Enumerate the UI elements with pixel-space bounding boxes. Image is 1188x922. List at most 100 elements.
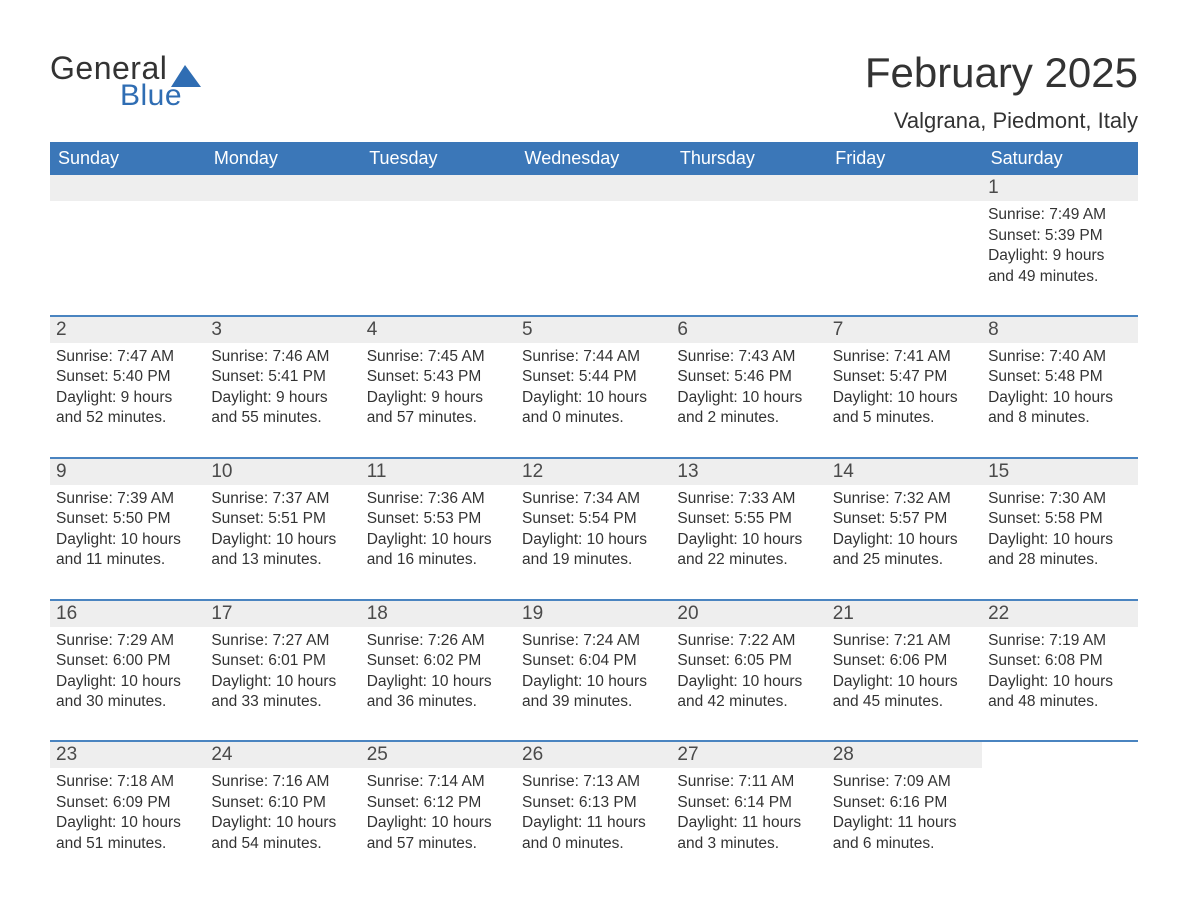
day-number: 11: [361, 459, 516, 485]
logo-triangle-icon: [171, 65, 201, 87]
daylight-line2: and 22 minutes.: [677, 550, 820, 570]
daylight-line1: Daylight: 10 hours: [56, 813, 199, 833]
calendar-day-cell: [982, 741, 1137, 882]
sunset-text: Sunset: 5:54 PM: [522, 509, 665, 529]
day-details: Sunrise: 7:44 AMSunset: 5:44 PMDaylight:…: [522, 347, 665, 429]
daylight-line1: Daylight: 10 hours: [56, 672, 199, 692]
day-details: Sunrise: 7:39 AMSunset: 5:50 PMDaylight:…: [56, 489, 199, 571]
daylight-line2: and 0 minutes.: [522, 408, 665, 428]
daylight-line2: and 28 minutes.: [988, 550, 1131, 570]
sunrise-text: Sunrise: 7:18 AM: [56, 772, 199, 792]
day-details: Sunrise: 7:22 AMSunset: 6:05 PMDaylight:…: [677, 631, 820, 713]
daylight-line1: Daylight: 10 hours: [211, 672, 354, 692]
daylight-line2: and 30 minutes.: [56, 692, 199, 712]
day-number: 23: [50, 742, 205, 768]
sunset-text: Sunset: 6:02 PM: [367, 651, 510, 671]
sunset-text: Sunset: 5:43 PM: [367, 367, 510, 387]
calendar-day-cell: 17Sunrise: 7:27 AMSunset: 6:01 PMDayligh…: [205, 600, 360, 742]
sunset-text: Sunset: 5:41 PM: [211, 367, 354, 387]
sunrise-text: Sunrise: 7:21 AM: [833, 631, 976, 651]
day-number: 12: [516, 459, 671, 485]
sunrise-text: Sunrise: 7:33 AM: [677, 489, 820, 509]
sunrise-text: Sunrise: 7:45 AM: [367, 347, 510, 367]
sunset-text: Sunset: 5:47 PM: [833, 367, 976, 387]
sunrise-text: Sunrise: 7:37 AM: [211, 489, 354, 509]
sunrise-text: Sunrise: 7:13 AM: [522, 772, 665, 792]
daylight-line2: and 36 minutes.: [367, 692, 510, 712]
daylight-line1: Daylight: 10 hours: [367, 530, 510, 550]
daylight-line2: and 55 minutes.: [211, 408, 354, 428]
daylight-line1: Daylight: 9 hours: [56, 388, 199, 408]
calendar-day-cell: 13Sunrise: 7:33 AMSunset: 5:55 PMDayligh…: [671, 458, 826, 600]
calendar-week-row: 2Sunrise: 7:47 AMSunset: 5:40 PMDaylight…: [50, 316, 1138, 458]
sunrise-text: Sunrise: 7:46 AM: [211, 347, 354, 367]
calendar-day-cell: 2Sunrise: 7:47 AMSunset: 5:40 PMDaylight…: [50, 316, 205, 458]
day-number: 28: [827, 742, 982, 768]
calendar-day-cell: 25Sunrise: 7:14 AMSunset: 6:12 PMDayligh…: [361, 741, 516, 882]
sunrise-text: Sunrise: 7:43 AM: [677, 347, 820, 367]
daylight-line1: Daylight: 10 hours: [677, 530, 820, 550]
weekday-header: Tuesday: [361, 142, 516, 175]
calendar-day-cell: 14Sunrise: 7:32 AMSunset: 5:57 PMDayligh…: [827, 458, 982, 600]
sunset-text: Sunset: 6:10 PM: [211, 793, 354, 813]
sunset-text: Sunset: 5:46 PM: [677, 367, 820, 387]
daylight-line1: Daylight: 9 hours: [211, 388, 354, 408]
daylight-line1: Daylight: 10 hours: [988, 672, 1131, 692]
day-details: Sunrise: 7:16 AMSunset: 6:10 PMDaylight:…: [211, 772, 354, 854]
day-details: Sunrise: 7:46 AMSunset: 5:41 PMDaylight:…: [211, 347, 354, 429]
empty-daynum-bar: [671, 175, 826, 201]
day-number: 25: [361, 742, 516, 768]
daylight-line2: and 39 minutes.: [522, 692, 665, 712]
daylight-line1: Daylight: 10 hours: [833, 388, 976, 408]
daylight-line1: Daylight: 11 hours: [522, 813, 665, 833]
calendar-day-cell: [516, 175, 671, 316]
month-title: February 2025: [865, 50, 1138, 96]
weekday-header: Monday: [205, 142, 360, 175]
calendar-day-cell: 26Sunrise: 7:13 AMSunset: 6:13 PMDayligh…: [516, 741, 671, 882]
calendar-week-row: 9 Sunrise: 7:39 AMSunset: 5:50 PMDaylight…: [50, 458, 1138, 600]
sunset-text: Sunset: 6:14 PM: [677, 793, 820, 813]
day-number: 24: [205, 742, 360, 768]
sunrise-text: Sunrise: 7:30 AM: [988, 489, 1131, 509]
daylight-line1: Daylight: 10 hours: [988, 388, 1131, 408]
sunset-text: Sunset: 5:44 PM: [522, 367, 665, 387]
daylight-line2: and 2 minutes.: [677, 408, 820, 428]
empty-daynum-bar: [361, 175, 516, 201]
sunrise-text: Sunrise: 7:34 AM: [522, 489, 665, 509]
daylight-line2: and 19 minutes.: [522, 550, 665, 570]
calendar-day-cell: 28 Sunrise: 7:09 AMSunset: 6:16 PMDayligh…: [827, 741, 982, 882]
day-details: Sunrise: 7:09 AMSunset: 6:16 PMDaylight:…: [833, 772, 976, 854]
daylight-line1: Daylight: 11 hours: [833, 813, 976, 833]
day-details: Sunrise: 7:21 AMSunset: 6:06 PMDaylight:…: [833, 631, 976, 713]
calendar-day-cell: 4Sunrise: 7:45 AMSunset: 5:43 PMDaylight…: [361, 316, 516, 458]
calendar-day-cell: 6Sunrise: 7:43 AMSunset: 5:46 PMDaylight…: [671, 316, 826, 458]
sunset-text: Sunset: 5:40 PM: [56, 367, 199, 387]
sunset-text: Sunset: 6:13 PM: [522, 793, 665, 813]
calendar-table: SundayMondayTuesdayWednesdayThursdayFrid…: [50, 142, 1138, 882]
weekday-header: Friday: [827, 142, 982, 175]
day-details: Sunrise: 7:26 AMSunset: 6:02 PMDaylight:…: [367, 631, 510, 713]
day-number: 16: [50, 601, 205, 627]
calendar-day-cell: 20 Sunrise: 7:22 AMSunset: 6:05 PMDayligh…: [671, 600, 826, 742]
daylight-line1: Daylight: 10 hours: [833, 530, 976, 550]
sunset-text: Sunset: 5:48 PM: [988, 367, 1131, 387]
sunrise-text: Sunrise: 7:16 AM: [211, 772, 354, 792]
day-number: 8: [982, 317, 1137, 343]
daylight-line2: and 49 minutes.: [988, 267, 1131, 287]
calendar-day-cell: 22Sunrise: 7:19 AMSunset: 6:08 PMDayligh…: [982, 600, 1137, 742]
day-details: Sunrise: 7:30 AMSunset: 5:58 PMDaylight:…: [988, 489, 1131, 571]
sunrise-text: Sunrise: 7:32 AM: [833, 489, 976, 509]
calendar-day-cell: 21Sunrise: 7:21 AMSunset: 6:06 PMDayligh…: [827, 600, 982, 742]
day-details: Sunrise: 7:18 AMSunset: 6:09 PMDaylight:…: [56, 772, 199, 854]
daylight-line1: Daylight: 10 hours: [988, 530, 1131, 550]
daylight-line2: and 16 minutes.: [367, 550, 510, 570]
calendar-day-cell: [50, 175, 205, 316]
calendar-day-cell: 11Sunrise: 7:36 AMSunset: 5:53 PMDayligh…: [361, 458, 516, 600]
day-number: 9: [50, 459, 205, 485]
sunset-text: Sunset: 6:05 PM: [677, 651, 820, 671]
day-number: 20: [671, 601, 826, 627]
calendar-day-cell: [671, 175, 826, 316]
sunrise-text: Sunrise: 7:47 AM: [56, 347, 199, 367]
daylight-line1: Daylight: 10 hours: [211, 813, 354, 833]
sunset-text: Sunset: 6:06 PM: [833, 651, 976, 671]
